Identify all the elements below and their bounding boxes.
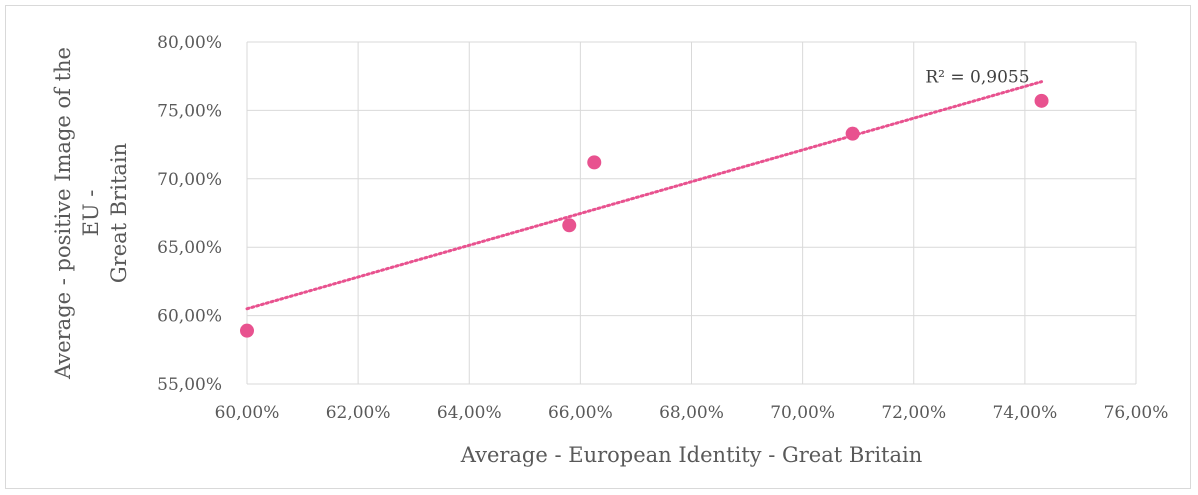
data-point [562, 218, 577, 233]
x-tick-label: 68,00% [659, 403, 724, 423]
x-tick-label: 72,00% [881, 403, 946, 423]
data-point [845, 126, 860, 141]
y-axis-title-line: Average - positive Image of the [51, 47, 75, 380]
r-squared-label: R² = 0,9055 [925, 68, 1029, 88]
y-tick-label: 80,00% [157, 33, 222, 53]
y-axis-title-line: Great Britain [107, 143, 131, 283]
y-tick-label: 65,00% [157, 238, 222, 258]
x-tick-label: 66,00% [548, 403, 613, 423]
y-tick-label: 55,00% [157, 375, 222, 395]
x-axis-title: Average - European Identity - Great Brit… [460, 443, 922, 467]
y-tick-label: 75,00% [157, 101, 222, 121]
data-point [1034, 93, 1049, 108]
y-tick-label: 70,00% [157, 170, 222, 190]
data-points [240, 93, 1049, 338]
x-tick-label: 70,00% [770, 403, 835, 423]
x-tick-label: 74,00% [992, 403, 1057, 423]
data-point [240, 323, 254, 338]
y-tick-label: 60,00% [157, 307, 222, 327]
x-tick-label: 60,00% [215, 403, 280, 423]
x-axis-ticks: 60,00% 62,00% 64,00% 66,00% 68,00% 70,00% 72,0… [215, 403, 1169, 423]
y-axis-ticks: 55,00% 60,00% 65,00% 70,00% 75,00% 80,00% [157, 33, 222, 395]
y-axis-title: Average - positive Image of the EU - Great… [51, 47, 131, 380]
x-tick-label: 64,00% [437, 403, 502, 423]
data-point [587, 155, 602, 170]
x-tick-label: 62,00% [326, 403, 391, 423]
x-tick-label: 76,00% [1104, 403, 1169, 423]
trendline [245, 80, 1044, 311]
y-axis-title-line: EU - [79, 190, 103, 237]
